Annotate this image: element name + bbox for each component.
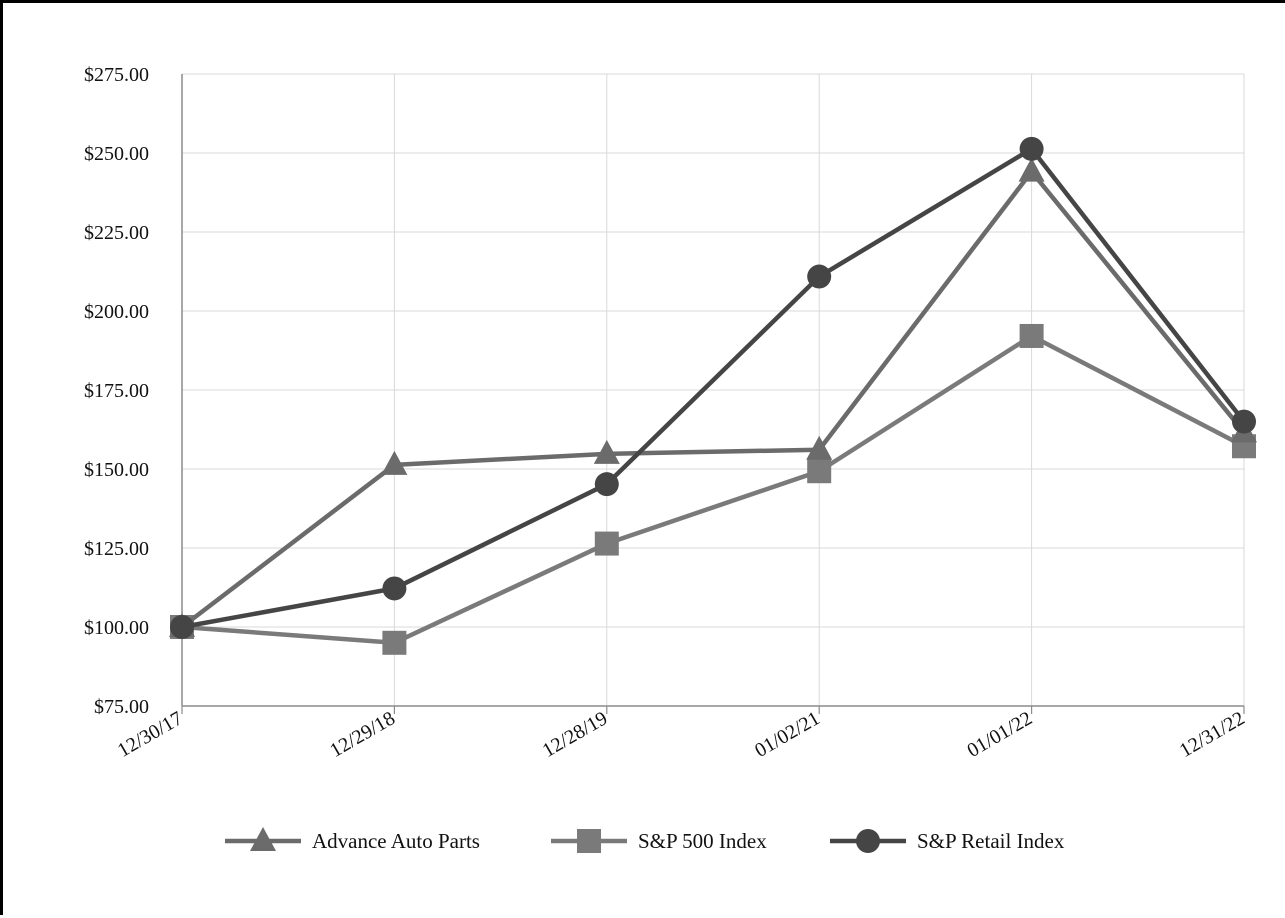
data-point — [593, 439, 620, 464]
legend-label: Advance Auto Parts — [312, 829, 480, 853]
y-tick-label: $225.00 — [84, 222, 149, 244]
legend-label: S&P Retail Index — [917, 829, 1065, 853]
y-tick-label: $250.00 — [84, 143, 149, 165]
series-lines — [169, 136, 1257, 655]
x-tick-label: 12/28/19 — [539, 707, 612, 762]
series-s-p-retail-index — [170, 136, 1256, 639]
y-tick-label: $275.00 — [84, 64, 149, 86]
data-point — [594, 531, 619, 556]
x-tick-label: 12/31/22 — [1176, 707, 1249, 762]
legend-item: S&P 500 Index — [551, 829, 767, 853]
data-point — [381, 450, 408, 475]
legend-marker — [577, 829, 601, 853]
legend-item: S&P Retail Index — [830, 829, 1065, 853]
x-tick-label: 01/02/21 — [751, 707, 824, 762]
legend-label: S&P 500 Index — [638, 829, 767, 853]
data-point — [807, 264, 832, 289]
series-line — [181, 333, 1246, 646]
x-tick-label: 01/01/22 — [964, 707, 1037, 762]
data-point — [1232, 409, 1256, 434]
y-tick-label: $150.00 — [84, 459, 149, 481]
data-point — [382, 576, 407, 601]
legend: Advance Auto Parts S&P 500 Index S&P Retai… — [225, 827, 1065, 853]
data-point — [1018, 157, 1045, 182]
y-tick-label: $175.00 — [84, 380, 149, 402]
data-point — [1019, 136, 1044, 161]
series-line — [181, 146, 1246, 630]
y-tick-label: $100.00 — [84, 617, 149, 639]
y-tick-label: $200.00 — [84, 301, 149, 323]
data-point — [1019, 323, 1044, 348]
grid-lines — [182, 73, 1245, 706]
series-s-p-500-index — [170, 323, 1256, 655]
series-line — [180, 169, 1246, 629]
legend-item: Advance Auto Parts — [225, 827, 480, 853]
y-axis-tick-labels: $75.00 $100.00 $125.00 $150.00 $175.00 $200.0… — [84, 64, 149, 718]
legend-marker — [856, 829, 880, 853]
data-point — [807, 459, 832, 484]
y-tick-label: $75.00 — [94, 696, 149, 718]
data-point — [382, 630, 407, 655]
axes — [181, 74, 1245, 714]
data-point — [170, 615, 194, 639]
y-tick-label: $125.00 — [84, 538, 149, 560]
legend-marker — [250, 827, 276, 851]
x-axis-tick-labels: 12/30/17 12/29/18 12/28/19 01/02/21 01/01/22… — [114, 707, 1249, 762]
data-point — [594, 472, 619, 497]
line-chart: $75.00 $100.00 $125.00 $150.00 $175.00 $200.0… — [84, 64, 1257, 853]
data-point — [806, 435, 833, 460]
x-tick-label: 12/29/18 — [326, 707, 399, 762]
